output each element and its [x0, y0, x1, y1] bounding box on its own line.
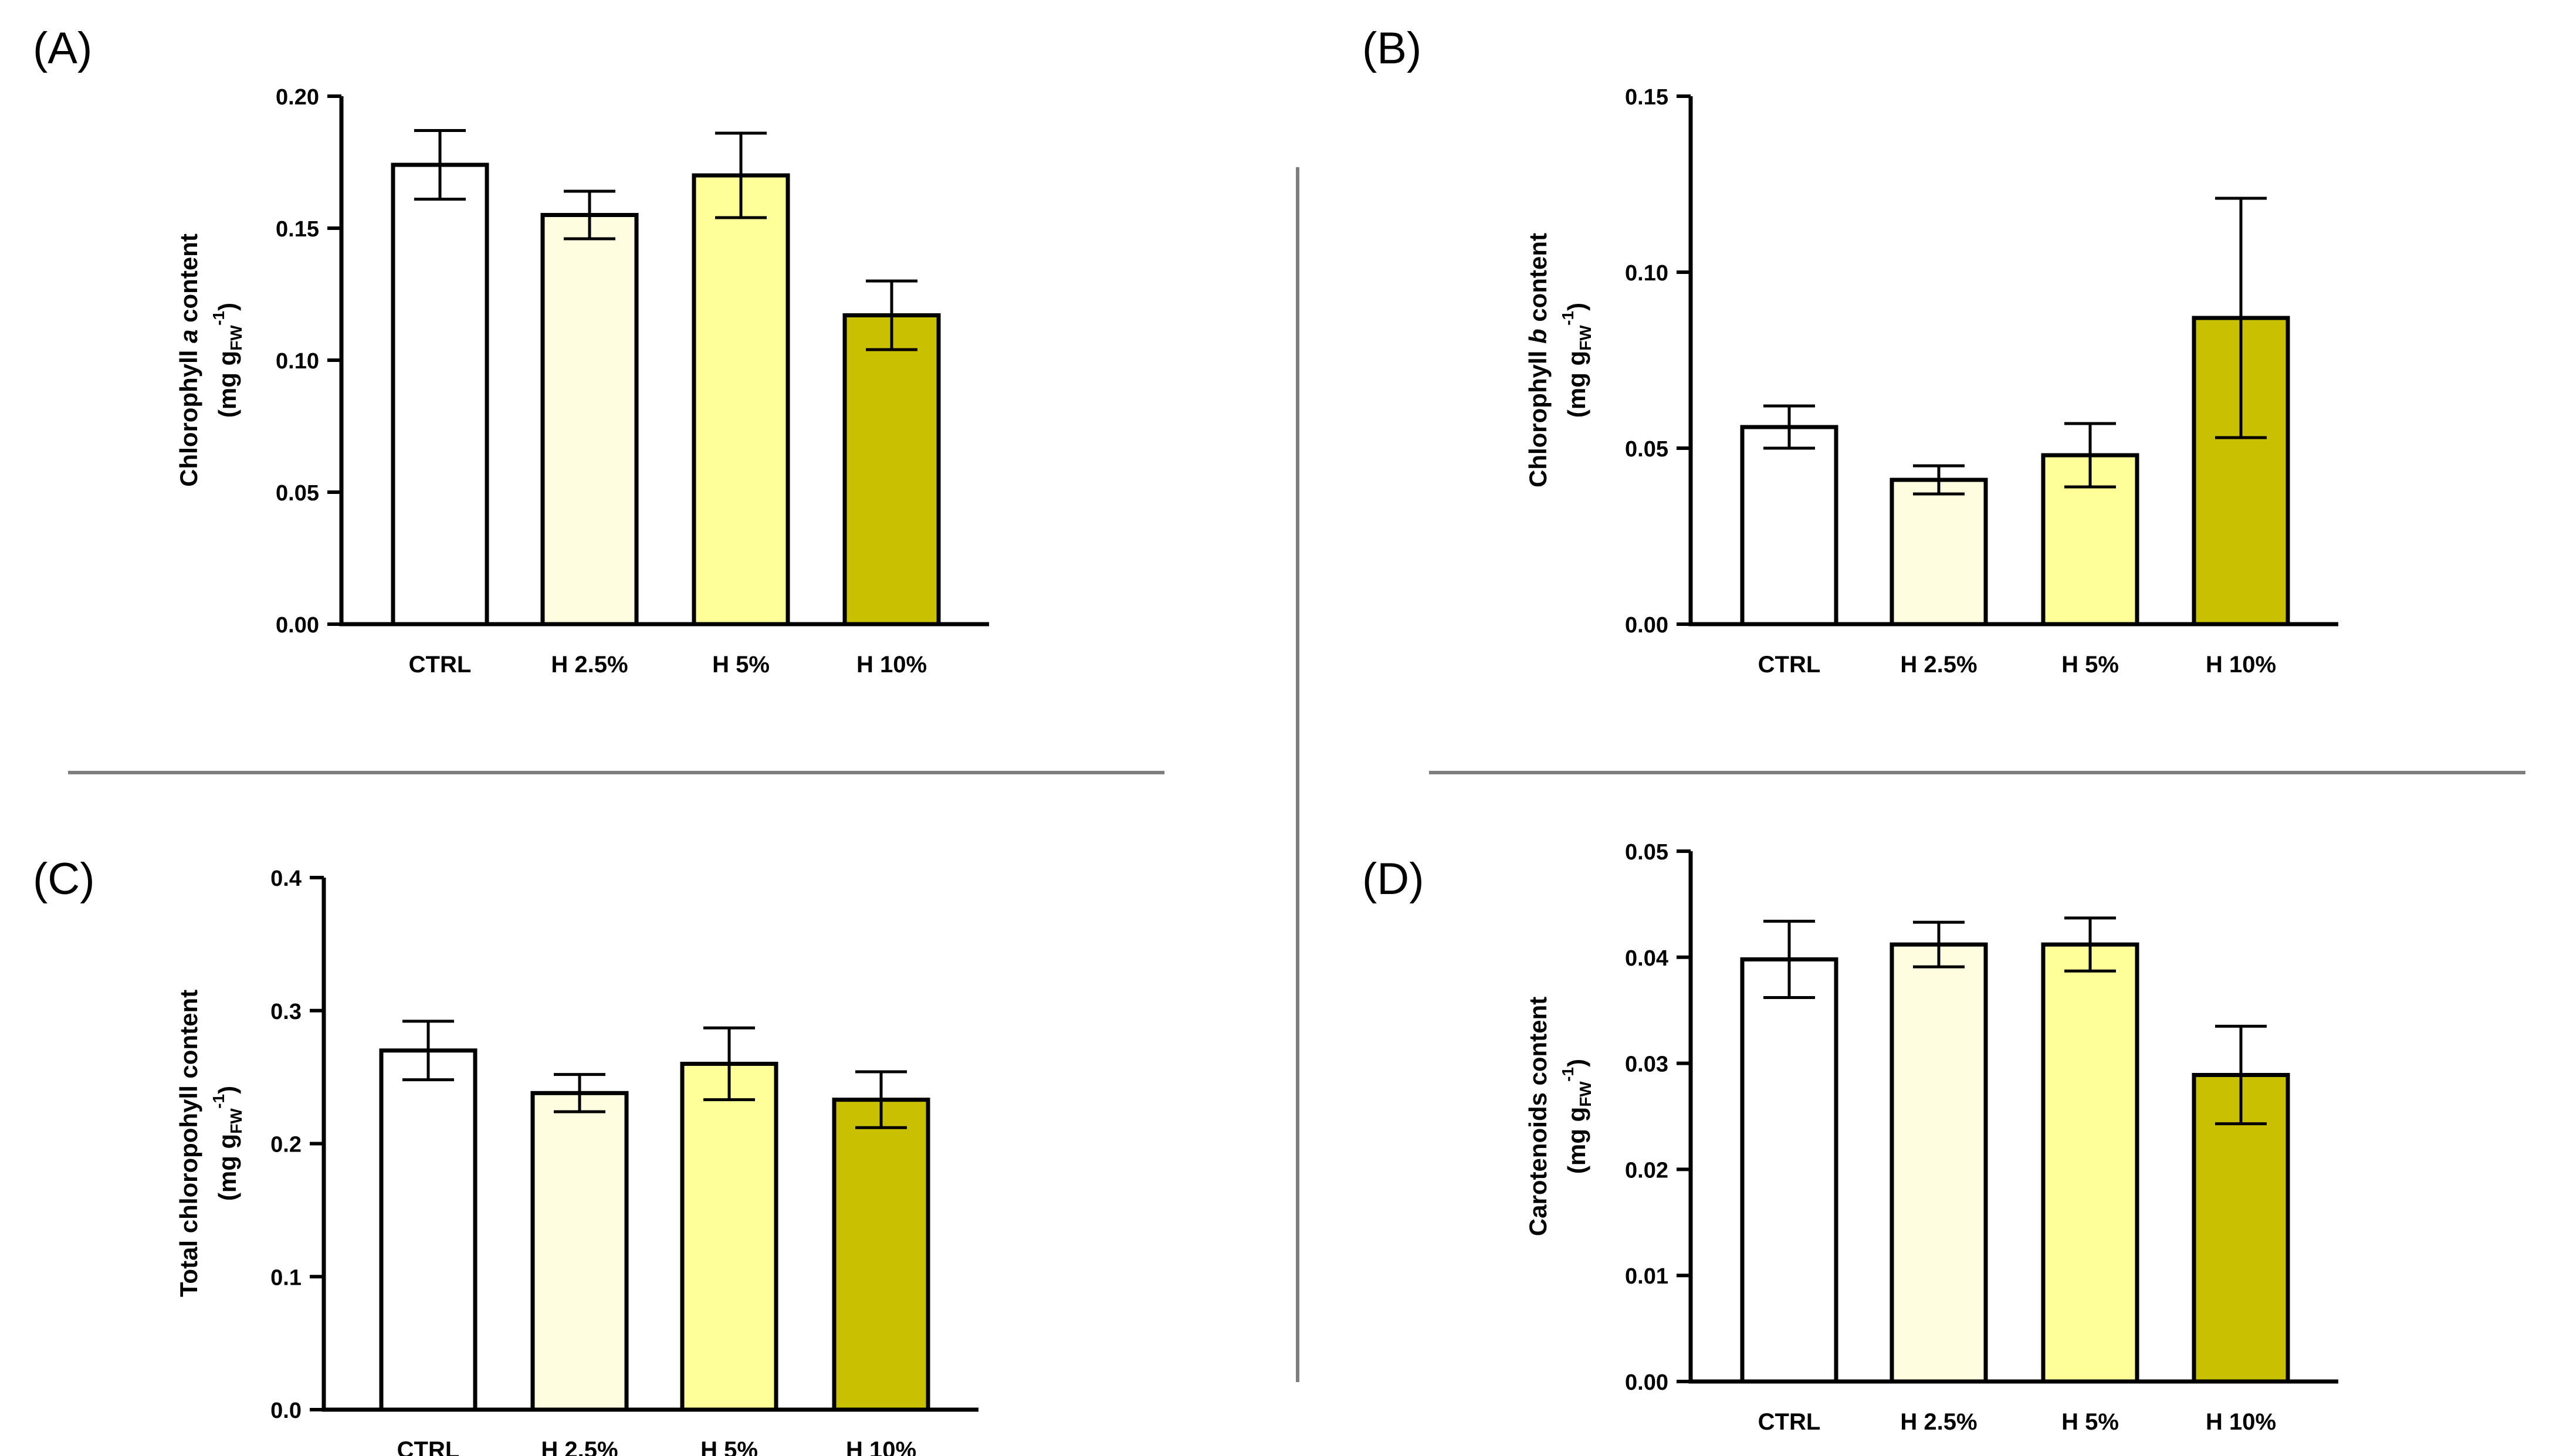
y-axis-title: Chlorophyll b content — [1524, 233, 1552, 487]
bar-h-2-5- — [530, 1091, 629, 1412]
y-tick-label: 0.4 — [270, 866, 302, 891]
y-tick-label: 0.00 — [276, 613, 319, 638]
y-tick-label: 0.05 — [1625, 437, 1668, 462]
y-tick-label: 0.1 — [270, 1265, 302, 1290]
y-tick-label: 0.3 — [270, 1000, 302, 1024]
x-tick-label: H 5% — [712, 652, 770, 678]
y-tick-label: 0.00 — [1625, 1370, 1668, 1395]
bar-h-2-5- — [540, 213, 639, 627]
x-tick-label: CTRL — [1758, 652, 1821, 678]
y-tick-label: 0.10 — [276, 349, 319, 374]
bar-ctrl — [391, 162, 489, 627]
bar-ctrl — [1740, 957, 1838, 1384]
bar-ctrl — [1740, 425, 1838, 627]
x-tick-label: CTRL — [1758, 1409, 1821, 1435]
y-tick-label: 0.04 — [1625, 946, 1668, 971]
panel-label: (C) — [33, 854, 95, 904]
panel-label: (B) — [1362, 23, 1421, 73]
y-tick-label: 0.15 — [1625, 85, 1668, 110]
bar-ctrl — [379, 1048, 478, 1412]
x-tick-label: H 10% — [856, 652, 927, 678]
y-axis-title: Chlorophyll a content — [175, 233, 202, 487]
y-axis-unit: (mg gFW-1) — [1559, 1059, 1594, 1174]
x-tick-label: H 5% — [2061, 652, 2119, 678]
y-tick-label: 0.10 — [1625, 261, 1668, 286]
y-tick-label: 0.02 — [1625, 1158, 1668, 1183]
y-tick-label: 0.01 — [1625, 1264, 1668, 1289]
bar-h-10- — [2192, 1072, 2290, 1384]
bar-h-2-5- — [1890, 478, 1988, 627]
y-axis-unit: (mg gFW-1) — [1559, 303, 1594, 418]
x-tick-label: H 5% — [2061, 1409, 2119, 1435]
y-axis-unit: (mg gFW-1) — [209, 303, 245, 418]
y-tick-label: 0.2 — [270, 1133, 302, 1157]
panel-d: (D) CTRL H 2.5% H 5% H 10% 0.00 0.01 0.02 0.03 0.… — [1362, 840, 2338, 1435]
panel-a: (A) CTRL H 2.5% H 5% H 10% 0.00 0.05 0.10 0.15 0.… — [33, 23, 989, 678]
bar-h-10- — [832, 1098, 930, 1412]
bar-h-5- — [692, 173, 790, 627]
x-tick-label: H 5% — [700, 1437, 758, 1456]
x-tick-label: H 2.5% — [1900, 1409, 1977, 1435]
panel-b: (B) CTRL H 2.5% H 5% H 10% 0.00 0.05 0.10 0.15 Ch… — [1362, 23, 2338, 678]
x-tick-label: CTRL — [397, 1437, 460, 1456]
x-tick-label: H 2.5% — [1900, 652, 1977, 678]
y-tick-label: 0.0 — [270, 1399, 302, 1423]
x-tick-label: CTRL — [409, 652, 472, 678]
bar-h-10- — [842, 313, 941, 627]
y-axis-unit: (mg gFW-1) — [209, 1086, 245, 1201]
y-tick-label: 0.03 — [1625, 1052, 1668, 1077]
x-tick-label: H 10% — [846, 1437, 916, 1456]
y-tick-label: 0.00 — [1625, 613, 1668, 638]
x-tick-label: H 10% — [2206, 1409, 2276, 1435]
panel-c: (C) CTRL H 2.5% H 5% H 10% 0.0 0.1 0.2 0.3 0.4 Tot… — [33, 854, 978, 1456]
y-tick-label: 0.15 — [276, 217, 319, 242]
bar-h-2-5- — [1890, 942, 1988, 1384]
x-tick-label: H 2.5% — [551, 652, 628, 678]
x-tick-label: H 2.5% — [541, 1437, 618, 1456]
y-axis-title: Total chloropohyll content — [175, 990, 202, 1297]
panel-label: (D) — [1362, 854, 1424, 904]
bar-h-5- — [2041, 942, 2139, 1384]
panel-label: (A) — [33, 23, 92, 73]
y-tick-label: 0.05 — [1625, 840, 1668, 865]
y-tick-label: 0.05 — [276, 481, 319, 506]
y-tick-label: 0.20 — [276, 85, 319, 110]
x-tick-label: H 10% — [2206, 652, 2276, 678]
y-axis-title: Carotenoids content — [1524, 997, 1552, 1236]
bar-h-5- — [680, 1061, 778, 1412]
